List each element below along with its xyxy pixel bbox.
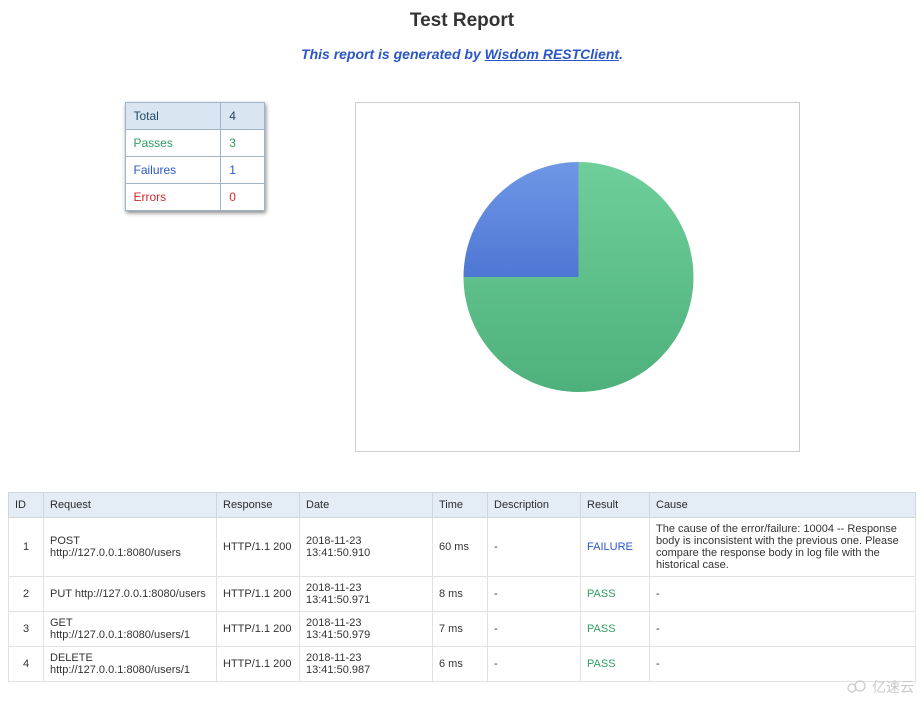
results-col-request: Request [44, 493, 217, 518]
summary-value: 0 [221, 184, 264, 211]
summary-value: 1 [221, 157, 264, 184]
summary-row: Errors0 [125, 184, 264, 211]
summary-label: Total [125, 103, 221, 130]
cell-description: - [488, 577, 581, 612]
pie-chart-panel [355, 102, 800, 452]
summary-row: Passes3 [125, 130, 264, 157]
cell-response: HTTP/1.1 200 [217, 612, 300, 647]
cell-cause: The cause of the error/failure: 10004 --… [650, 518, 916, 577]
watermark: 亿速云 [846, 677, 914, 697]
test-report-page: Test Report This report is generated by … [0, 0, 924, 702]
cell-cause: - [650, 577, 916, 612]
cell-result: PASS [581, 647, 650, 682]
watermark-logo-icon [846, 679, 868, 696]
cell-time: 60 ms [433, 518, 488, 577]
cell-result: PASS [581, 612, 650, 647]
table-row: 3GET http://127.0.0.1:8080/users/1HTTP/1… [9, 612, 916, 647]
results-col-response: Response [217, 493, 300, 518]
cell-id: 3 [9, 612, 44, 647]
cell-request: GET http://127.0.0.1:8080/users/1 [44, 612, 217, 647]
table-row: 2PUT http://127.0.0.1:8080/usersHTTP/1.1… [9, 577, 916, 612]
summary-label: Errors [125, 184, 221, 211]
cell-id: 4 [9, 647, 44, 682]
cell-time: 7 ms [433, 612, 488, 647]
cell-date: 2018-11-23 13:41:50.971 [300, 577, 433, 612]
results-col-cause: Cause [650, 493, 916, 518]
results-col-result: Result [581, 493, 650, 518]
results-col-id: ID [9, 493, 44, 518]
cell-request: POST http://127.0.0.1:8080/users [44, 518, 217, 577]
cell-response: HTTP/1.1 200 [217, 577, 300, 612]
summary-value: 4 [221, 103, 264, 130]
summary-row: Total4 [125, 103, 264, 130]
watermark-text: 亿速云 [872, 677, 914, 697]
results-table: IDRequestResponseDateTimeDescriptionResu… [8, 492, 916, 682]
cell-result: PASS [581, 577, 650, 612]
summary-label: Failures [125, 157, 221, 184]
cell-description: - [488, 518, 581, 577]
cell-response: HTTP/1.1 200 [217, 518, 300, 577]
page-title: Test Report [8, 10, 916, 32]
results-col-time: Time [433, 493, 488, 518]
cell-result: FAILURE [581, 518, 650, 577]
subtitle-prefix: This report is generated by [301, 46, 485, 62]
cell-time: 6 ms [433, 647, 488, 682]
summary-row: Failures1 [125, 157, 264, 184]
cell-date: 2018-11-23 13:41:50.979 [300, 612, 433, 647]
subtitle: This report is generated by Wisdom RESTC… [8, 46, 916, 62]
cell-request: DELETE http://127.0.0.1:8080/users/1 [44, 647, 217, 682]
cell-time: 8 ms [433, 577, 488, 612]
cell-cause: - [650, 612, 916, 647]
cell-id: 1 [9, 518, 44, 577]
summary-table: Total4Passes3Failures1Errors0 [125, 102, 265, 211]
cell-request: PUT http://127.0.0.1:8080/users [44, 577, 217, 612]
results-header-row: IDRequestResponseDateTimeDescriptionResu… [9, 493, 916, 518]
wisdom-restclient-link[interactable]: Wisdom RESTClient [485, 46, 619, 62]
pie-slice-failures [463, 162, 578, 277]
summary-label: Passes [125, 130, 221, 157]
cell-date: 2018-11-23 13:41:50.987 [300, 647, 433, 682]
table-row: 1POST http://127.0.0.1:8080/usersHTTP/1.… [9, 518, 916, 577]
results-col-date: Date [300, 493, 433, 518]
cell-description: - [488, 647, 581, 682]
results-col-description: Description [488, 493, 581, 518]
pie-chart [356, 102, 799, 452]
summary-value: 3 [221, 130, 264, 157]
cell-date: 2018-11-23 13:41:50.910 [300, 518, 433, 577]
summary-and-chart-row: Total4Passes3Failures1Errors0 [8, 102, 916, 452]
table-row: 4DELETE http://127.0.0.1:8080/users/1HTT… [9, 647, 916, 682]
cell-description: - [488, 612, 581, 647]
subtitle-suffix: . [619, 46, 623, 62]
cell-response: HTTP/1.1 200 [217, 647, 300, 682]
cell-id: 2 [9, 577, 44, 612]
